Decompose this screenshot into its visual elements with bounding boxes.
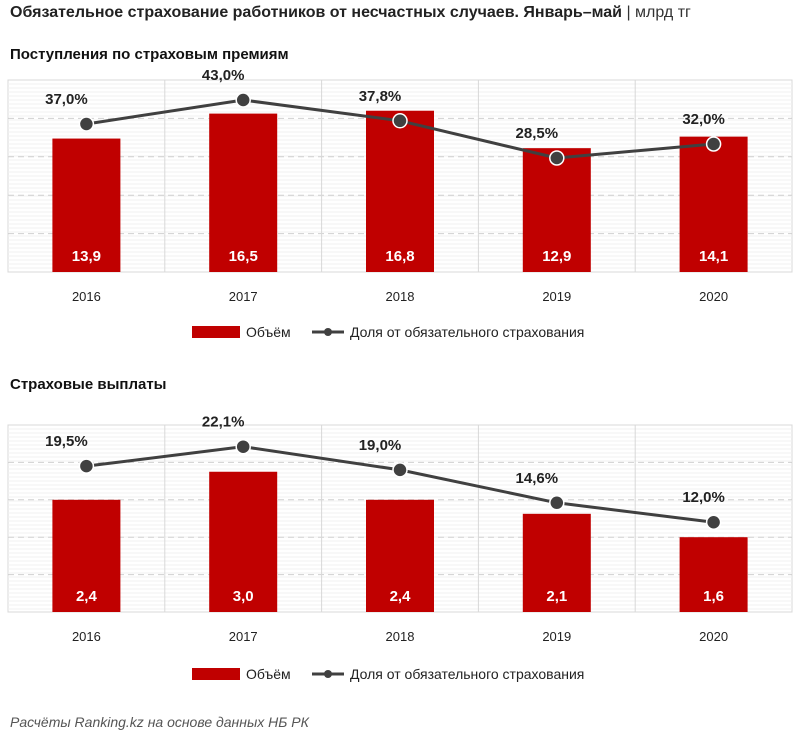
chart1-subtitle: Поступления по страховым премиям <box>10 46 289 63</box>
bar <box>679 537 748 612</box>
line-label: 19,0% <box>359 437 402 454</box>
x-tick-label: 2017 <box>229 289 258 304</box>
bar-label: 2,4 <box>390 588 412 605</box>
legend-line-marker <box>324 670 332 678</box>
page-title: Обязательное страхование работников от н… <box>10 4 691 21</box>
bar <box>679 136 748 272</box>
line-label: 37,0% <box>45 91 88 108</box>
x-tick-label: 2020 <box>699 289 728 304</box>
line-label: 12,0% <box>682 489 725 506</box>
bar-label: 2,4 <box>76 588 98 605</box>
legend-bar-swatch <box>192 326 240 338</box>
line-label: 19,5% <box>45 433 88 450</box>
bar <box>522 148 591 272</box>
line-point <box>549 495 565 511</box>
legend-line-label: Доля от обязательного страхования <box>350 324 584 340</box>
line-point <box>235 438 251 455</box>
line-label: 28,5% <box>516 125 559 142</box>
legend-bar-label: Объём <box>246 666 291 682</box>
bar-label: 16,5 <box>229 248 258 265</box>
legend-line-marker <box>324 328 332 336</box>
line-label: 32,0% <box>682 111 725 128</box>
legend-line-label: Доля от обязательного страхования <box>350 666 584 682</box>
bar <box>522 513 591 612</box>
line-label: 14,6% <box>516 470 559 487</box>
chart2-subtitle: Страховые выплаты <box>10 376 167 393</box>
bar <box>52 138 121 272</box>
line-point <box>549 150 565 166</box>
bar-label: 14,1 <box>699 248 728 265</box>
x-tick-label: 2018 <box>386 289 415 304</box>
legend-bar-swatch <box>192 668 240 680</box>
bar-label: 13,9 <box>72 248 101 265</box>
bar <box>366 499 434 612</box>
x-tick-label: 2018 <box>386 629 415 644</box>
line-point <box>78 116 95 132</box>
line-point <box>705 136 722 152</box>
bar <box>209 471 278 612</box>
x-tick-label: 2020 <box>699 629 728 644</box>
line-point <box>78 458 95 474</box>
line-point <box>235 92 251 108</box>
chart-payouts: 2,4 2016 3,0 2017 2,4 2018 2,1 2019 1,6 2020 19,5%… <box>7 414 793 682</box>
source-note: Расчёты Ranking.kz на основе данных НБ Р… <box>10 714 309 730</box>
line-label: 37,8% <box>359 88 402 105</box>
chart-premiums: 13,9 2016 16,5 2017 16,8 2018 12,9 2019 14,1 2020… <box>7 67 793 340</box>
line-point <box>392 462 408 478</box>
line-point <box>392 113 408 129</box>
line-label: 22,1% <box>202 414 245 431</box>
bar-label: 2,1 <box>546 588 567 605</box>
x-tick-label: 2019 <box>542 629 571 644</box>
bar <box>52 499 121 612</box>
bar-label: 1,6 <box>703 588 724 605</box>
x-tick-label: 2019 <box>542 289 571 304</box>
bar <box>209 113 278 272</box>
bar-label: 12,9 <box>542 248 571 265</box>
x-tick-label: 2016 <box>72 289 101 304</box>
bar <box>366 110 434 272</box>
bar-label: 3,0 <box>233 588 254 605</box>
legend-bar-label: Объём <box>246 324 291 340</box>
x-tick-label: 2017 <box>229 629 258 644</box>
x-tick-label: 2016 <box>72 629 101 644</box>
line-label: 43,0% <box>202 67 245 84</box>
bar-label: 16,8 <box>385 248 414 265</box>
line-point <box>705 514 722 530</box>
